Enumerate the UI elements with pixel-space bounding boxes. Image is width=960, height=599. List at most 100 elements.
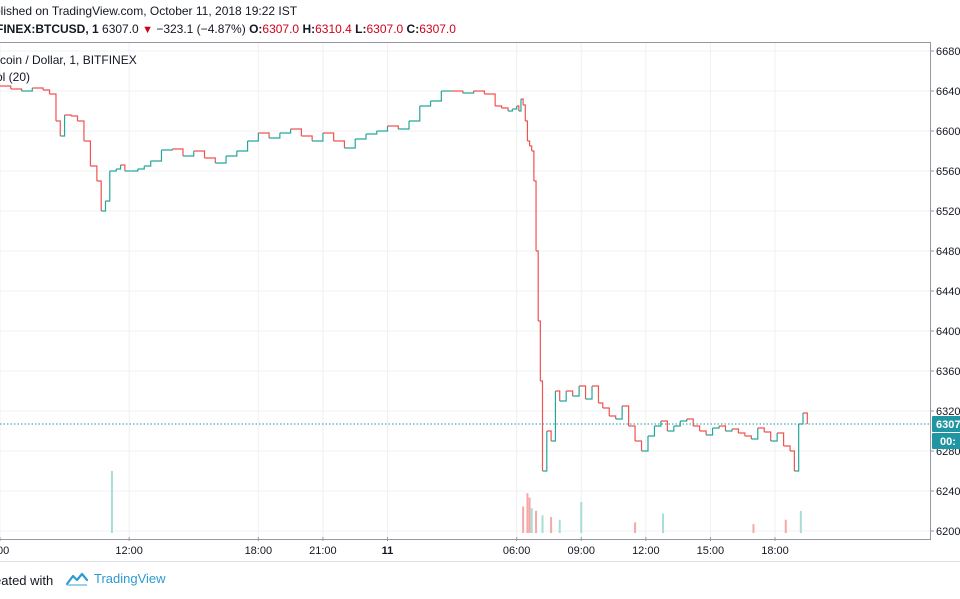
- price-segment: [60, 115, 66, 137]
- price-segment: [667, 426, 675, 432]
- price-segment: [365, 131, 378, 135]
- price-segment: [83, 140, 92, 166]
- y-tick-label: 6360: [936, 366, 960, 378]
- price-segment: [77, 120, 85, 141]
- tradingview-logo-icon: [66, 572, 88, 586]
- y-tick-label: 6560: [936, 166, 960, 178]
- price-segment: [161, 149, 173, 151]
- volume-bar: [550, 517, 553, 533]
- price-segment: [518, 99, 522, 112]
- x-tick-label: 09:00: [567, 545, 595, 557]
- timer-badge: [932, 433, 960, 449]
- price-segment: [802, 412, 808, 424]
- x-tick-label: 21:00: [309, 545, 337, 557]
- price-segment: [290, 128, 302, 136]
- volume-bar: [634, 522, 637, 533]
- tradingview-link[interactable]: TradingView: [66, 571, 166, 586]
- price-segment: [55, 120, 61, 136]
- volume-bar: [541, 515, 544, 533]
- volume-bar: [535, 510, 538, 533]
- volume-bar: [110, 471, 113, 533]
- price-segment: [525, 120, 529, 141]
- price-segment: [96, 180, 102, 211]
- volume-bar: [784, 519, 787, 533]
- price-segment: [719, 425, 727, 431]
- price-segment: [641, 436, 649, 452]
- x-tick-label: 11: [382, 545, 394, 557]
- price-segment: [628, 425, 636, 441]
- price-segment: [609, 415, 617, 419]
- price-segment: [508, 109, 513, 112]
- price-segment: [0, 85, 12, 89]
- low-value: 6307.0: [366, 22, 404, 36]
- price-segment: [344, 139, 356, 149]
- price-segment: [109, 169, 117, 172]
- price-segment: [598, 402, 604, 408]
- chart-legend-title[interactable]: itcoin / Dollar, 1, BITFINEX: [0, 53, 137, 67]
- price-segment: [615, 406, 623, 420]
- timer-label: 00:: [940, 436, 956, 448]
- price-segment: [182, 151, 195, 157]
- price-segment: [516, 105, 520, 111]
- y-tick-label: 6400: [936, 326, 960, 338]
- price-segment: [635, 440, 643, 451]
- price-segment: [654, 421, 662, 427]
- volume-bar: [662, 513, 665, 533]
- x-tick-label: 06:00: [503, 545, 531, 557]
- y-tick-label: 6480: [936, 246, 960, 258]
- y-tick-label: 6240: [936, 486, 960, 498]
- volume-bar: [558, 519, 561, 533]
- price-segment: [269, 133, 281, 139]
- price-segment: [387, 125, 399, 129]
- price-segment: [32, 87, 44, 90]
- price-segment: [712, 426, 720, 429]
- y-tick-label: 6520: [936, 206, 960, 218]
- open-value: 6307.0: [262, 22, 300, 36]
- volume-bar: [752, 524, 755, 533]
- price-segment: [376, 126, 389, 132]
- price-segment: [798, 413, 804, 425]
- price-segment: [226, 151, 238, 157]
- price-segment: [484, 93, 496, 106]
- grid-layer: [0, 43, 930, 537]
- price-segment: [90, 165, 98, 181]
- volume-legend[interactable]: ol (20): [0, 70, 31, 84]
- price-segment: [533, 180, 537, 251]
- close-value: 6307.0: [419, 22, 456, 36]
- published-caption: blished on TradingView.com, October 11, …: [0, 4, 298, 18]
- price-segment: [529, 145, 533, 151]
- price-segment: [794, 424, 800, 472]
- volume-bar: [580, 502, 583, 533]
- price-segment: [409, 106, 421, 122]
- high-value: 6310.4: [315, 22, 352, 36]
- ohlc-line: FINEX:BTCUSD, 1 6307.0 ▼ −323.1 (−4.87%)…: [0, 22, 456, 36]
- price-segment: [71, 115, 79, 121]
- created-with-label: eated with: [0, 573, 54, 588]
- price-segment: [725, 429, 733, 432]
- price-segment: [783, 445, 791, 451]
- price-segment: [673, 421, 681, 427]
- price-segment: [622, 405, 630, 426]
- price-segment: [301, 135, 313, 141]
- price-segment: [751, 428, 759, 440]
- price-segment: [150, 150, 163, 162]
- price-segment: [258, 132, 270, 138]
- price-segment: [693, 425, 701, 431]
- x-tick-label: 12:00: [115, 545, 143, 557]
- price-segment: [551, 391, 557, 442]
- last-price-value: 6307.0: [102, 22, 139, 36]
- price-segment: [204, 157, 216, 163]
- price-segment: [137, 166, 145, 170]
- price-chart[interactable]: 6200624062806320636064006440648065206560…: [0, 0, 960, 560]
- price-segment: [172, 148, 184, 156]
- price-segment: [105, 171, 111, 202]
- price-segment: [520, 98, 524, 105]
- volume-bar: [530, 508, 533, 533]
- tradingview-brand-name: TradingView: [94, 571, 166, 586]
- price-segment: [131, 169, 139, 172]
- price-segment: [10, 88, 23, 91]
- price-segment: [120, 164, 126, 171]
- x-tick-label: 15:00: [697, 545, 725, 557]
- x-tick-label: 00: [0, 545, 9, 557]
- price-segment: [790, 450, 795, 471]
